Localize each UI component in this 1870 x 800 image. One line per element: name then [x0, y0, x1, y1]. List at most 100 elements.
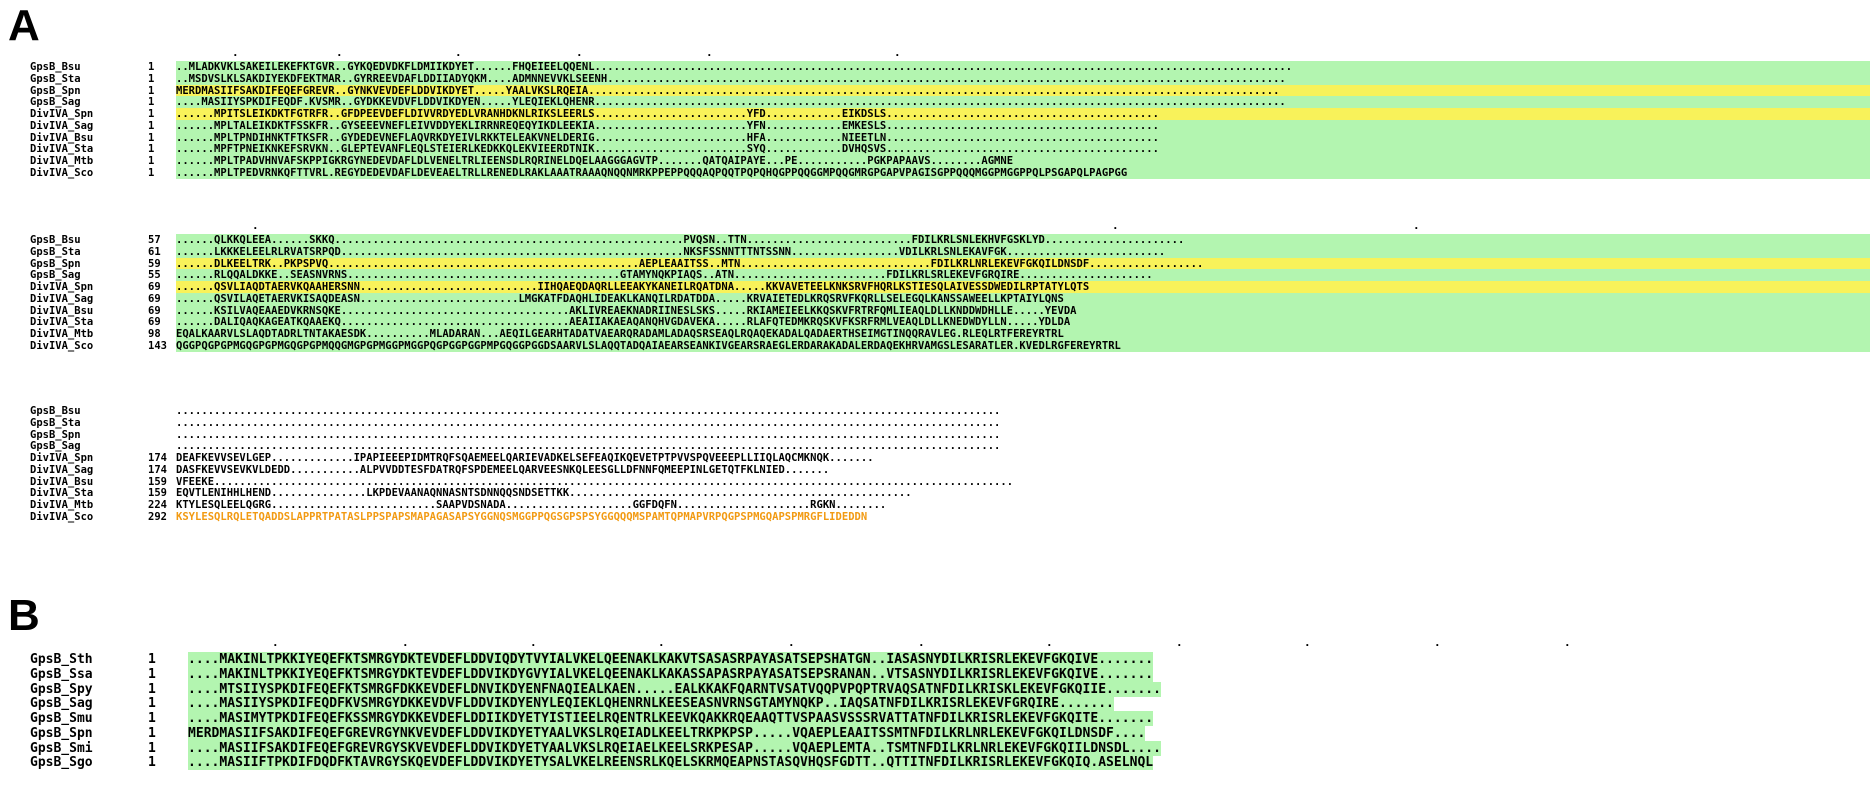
sequence-start: 1	[148, 696, 156, 712]
sequence-row: GpsB_Sgo 1 ....MASIIFTPKDIFDQDFKTAVRGYSKQE…	[30, 755, 1161, 771]
panel-label-a: A	[8, 1, 40, 50]
sequence-start: 1	[148, 72, 155, 85]
sequence-name: GpsB_Spn	[30, 257, 81, 270]
sequence-row: DivIVA_Sco 143 QGGPQGPGPMGQGPGPMGQGPGPMQQG…	[30, 340, 1870, 353]
sequence-row: GpsB_Bsu................................…	[30, 405, 1013, 417]
sequence-residues: ......MPLTPADVHNVAFSKPPIGKRGYNEDEVDAFLDL…	[176, 155, 1870, 168]
sequence-name: DivIVA_Bsu	[30, 475, 94, 488]
sequence-row: GpsB_Spn................................…	[30, 429, 1013, 441]
sequence-row: DivIVA_Mtb 1 ......MPLTPADVHNVAFSKPPIGKRGY…	[30, 155, 1870, 168]
sequence-residues: ....MASIIFTPKDIFDQDFKTAVRGYSKQEVDEFLDDVI…	[188, 755, 1154, 771]
sequence-start: 1	[148, 755, 156, 771]
sequence-residues: KTYLESQLEELQGRG.........................…	[176, 499, 887, 512]
sequence-residues: ......RLQQALDKKE..SEASNVRNS.............…	[176, 269, 1870, 282]
sequence-name: GpsB_Sta	[30, 72, 81, 85]
sequence-start: 69	[148, 304, 161, 317]
sequence-row: DivIVA_Sag 174 DASFKEVVSEVKVLDEDD.........…	[30, 464, 1013, 476]
sequence-name: GpsB_Sag	[30, 440, 81, 453]
sequence-start: 69	[148, 281, 161, 294]
sequence-start: 1	[148, 711, 156, 727]
sequence-row: DivIVA_Spn 174 DEAFKEVVSEVLGEP............…	[30, 452, 1013, 464]
sequence-residues: ....MASIIYSPKDIFEQDFKVSMRGYDKKEVDVFLDDVI…	[188, 696, 1114, 712]
sequence-residues: ......MPLTPNDIHNKTFTKSFR..GYDEDEVNEFLAQV…	[176, 131, 1870, 144]
sequence-row: DivIVA_Sco 1 ......MPLTPEDVRNKQFTTVRL.REGY…	[30, 167, 1870, 180]
sequence-name: DivIVA_Sco	[30, 511, 94, 524]
sequence-name: DivIVA_Sta	[30, 143, 94, 156]
sequence-row: GpsB_Smu 1 ....MASIMYTPKDIFEQEFKSSMRGYDKKE…	[30, 711, 1161, 727]
sequence-row: GpsB_Bsu 57 ......QLKKQLEEA......SKKQ.....…	[30, 233, 1870, 246]
sequence-name: DivIVA_Sta	[30, 316, 94, 329]
sequence-start: 1	[148, 143, 155, 156]
sequence-name: GpsB_Smi	[30, 740, 93, 756]
sequence-row: GpsB_Sag 55 ......RLQQALDKKE..SEASNVRNS...…	[30, 269, 1870, 282]
sequence-residues: EQALKAARVLSLAQDTADRLTNTAKAESDK..........…	[176, 328, 1870, 341]
ruler-dots: ... ... ... ..	[272, 636, 1571, 649]
sequence-name: GpsB_Sta	[30, 245, 81, 258]
sequence-start: 1	[148, 84, 155, 97]
sequence-name: DivIVA_Bsu	[30, 304, 94, 317]
sequence-start: 143	[148, 340, 167, 353]
sequence-row: GpsB_Spn 1 MERDMASIIFSAKDIFEQEFGREVR..GYNK…	[30, 84, 1870, 97]
sequence-name: GpsB_Sag	[30, 96, 81, 109]
sequence-name: GpsB_Ssa	[30, 666, 93, 682]
sequence-start: 1	[148, 108, 155, 121]
sequence-name: GpsB_Bsu	[30, 404, 81, 417]
sequence-name: GpsB_Sth	[30, 651, 93, 667]
sequence-name: GpsB_Bsu	[30, 233, 81, 246]
sequence-row: DivIVA_Mtb 98 EQALKAARVLSLAQDTADRLTNTAKAES…	[30, 328, 1870, 341]
sequence-residues: ......MPLTPEDVRNKQFTTVRL.REGYDEDEVDAFLDE…	[176, 167, 1870, 180]
alignment-block-a1: ... ... GpsB_Bsu 1 ..MLADKVKLSAKEILEKEFKTG…	[30, 46, 1870, 180]
sequence-row: DivIVA_Sag 69 ......QSVILAQETAERVKISAQDEAS…	[30, 292, 1870, 305]
sequence-row: GpsB_Spn 1 MERDMASIIFSAKDIFEQEFGREVRGYNKVE…	[30, 725, 1161, 741]
sequence-start: 1	[148, 167, 155, 180]
sequence-name: DivIVA_Spn	[30, 108, 94, 121]
sequence-residues: ....MASIMYTPKDIFEQEFKSSMRGYDKKEVDEFLDDII…	[188, 711, 1154, 727]
sequence-name: DivIVA_Sco	[30, 340, 94, 353]
ruler-dots: ... ...	[232, 46, 901, 59]
sequence-start: 57	[148, 233, 161, 246]
sequence-row: DivIVA_Bsu 159 VFEEKE.....................…	[30, 476, 1013, 488]
sequence-start: 69	[148, 292, 161, 305]
sequence-row: DivIVA_Sag 1 ......MPLTALEIKDKTFSSKFR..GYS…	[30, 119, 1870, 132]
sequence-residues: MERDMASIIFSAKDIFEQEFGREVRGYNKVEVDEFLDDVI…	[188, 725, 1146, 741]
sequence-row: GpsB_Ssa 1 ....MAKINLTPKKIYEQEFKTSMRGYDKTE…	[30, 666, 1161, 682]
sequence-residues: ......LKKKELEELRLRVATSRPQD..............…	[176, 245, 1870, 258]
sequence-start: 69	[148, 316, 161, 329]
sequence-residues: ......MPITSLEIKDKTFGTRFR..GFDPEEVDEFLDIV…	[176, 108, 1870, 121]
sequence-residues: ........................................…	[176, 428, 1001, 441]
sequence-start: 1	[148, 666, 156, 682]
sequence-start: 1	[148, 96, 155, 109]
sequence-start: 292	[148, 511, 167, 524]
panel-label-b: B	[8, 591, 40, 640]
sequence-row: GpsB_Sag................................…	[30, 440, 1013, 452]
sequence-residues: MERDMASIIFSAKDIFEQEFGREVR..GYNKVEVDEFLDD…	[176, 84, 1870, 97]
sequence-start: 1	[148, 119, 155, 132]
ruler-dots: ...	[252, 219, 1420, 232]
sequence-start: 174	[148, 463, 167, 476]
sequence-name: GpsB_Spy	[30, 681, 93, 697]
sequence-start: 1	[148, 740, 156, 756]
sequence-residues: QGGPQGPGPMGQGPGPMGQGPGPMQQGMGPGPMGGPMGGP…	[176, 340, 1870, 353]
sequence-row: GpsB_Sta................................…	[30, 417, 1013, 429]
sequence-start: 159	[148, 487, 167, 500]
sequence-residues: ....MAKINLTPKKIYEQEFKTSMRGYDKTEVDEFLDDVI…	[188, 651, 1154, 667]
sequence-start: 55	[148, 269, 161, 282]
sequence-name: DivIVA_Sag	[30, 119, 94, 132]
sequence-name: GpsB_Spn	[30, 84, 81, 97]
sequence-row: DivIVA_Bsu 69 ......KSILVAQEAAEDVKRNSQKE..…	[30, 304, 1870, 317]
alignment-block-a3: GpsB_Bsu................................…	[30, 405, 1013, 523]
sequence-start: 1	[148, 131, 155, 144]
sequence-start: 1	[148, 60, 155, 73]
sequence-residues: ......KSILVAQEAAEDVKRNSQKE..............…	[176, 304, 1870, 317]
alignment-block-b: ... ... ... .. GpsB_Sth 1 ....MAKINLTPKKIY…	[30, 636, 1571, 771]
sequence-name: GpsB_Bsu	[30, 60, 81, 73]
sequence-row: GpsB_Sth 1 ....MAKINLTPKKIYEQEFKTSMRGYDKTE…	[30, 651, 1161, 667]
sequence-residues: ....MAKINLTPKKIYEQEFKTSMRGYDKTEVDEFLDDVI…	[188, 666, 1154, 682]
sequence-residues: ......MPFTPNEIKNKEFSRVKN..GLEPTEVANFLEQL…	[176, 143, 1870, 156]
sequence-row: GpsB_Sag 1 ....MASIIYSPKDIFEQDF.KVSMR..GYD…	[30, 96, 1870, 109]
sequence-name: GpsB_Sag	[30, 269, 81, 282]
sequence-name: DivIVA_Sag	[30, 463, 94, 476]
sequence-name: DivIVA_Bsu	[30, 131, 94, 144]
sequence-residues: ......DLKEELTRK..PKPSPVQ................…	[176, 257, 1870, 270]
sequence-name: GpsB_Sta	[30, 416, 81, 429]
